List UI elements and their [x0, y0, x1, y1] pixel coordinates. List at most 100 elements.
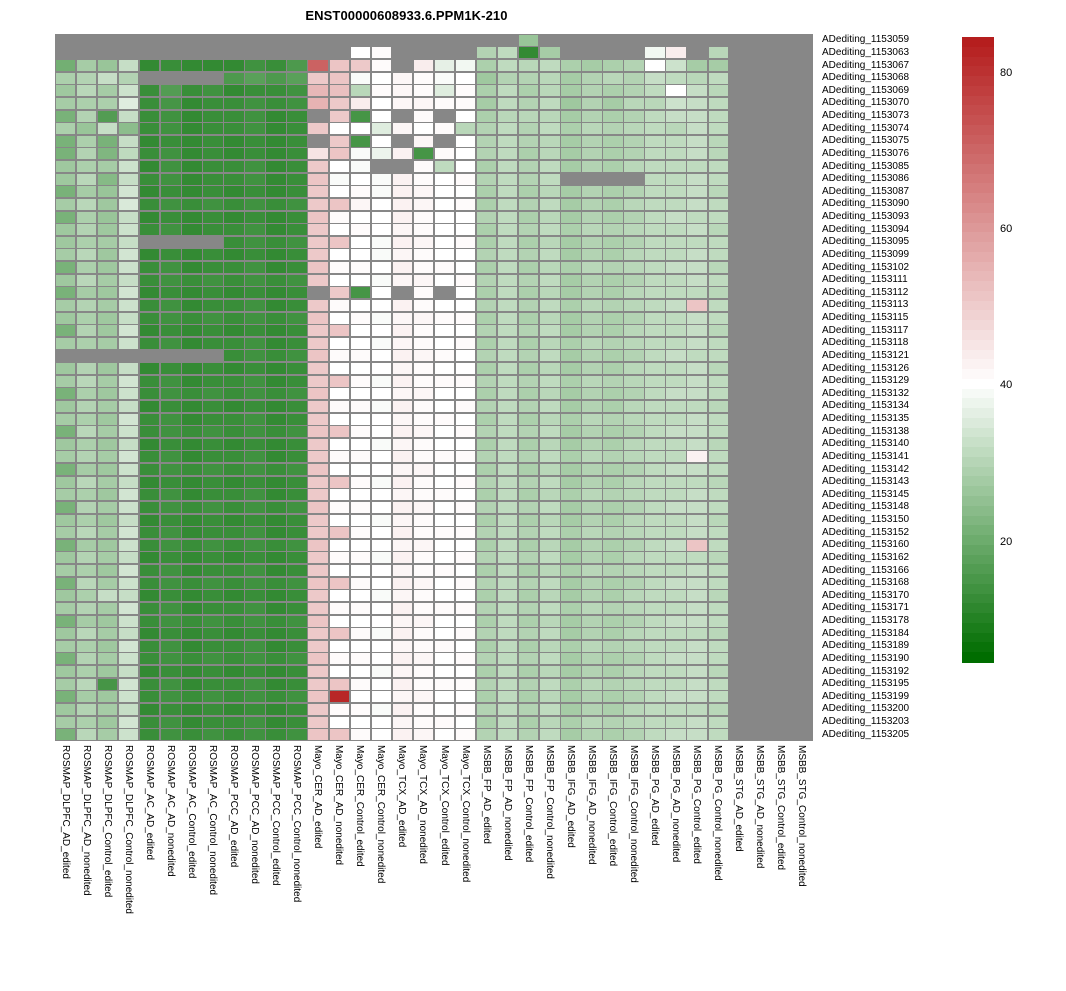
heatmap-cell — [308, 388, 328, 400]
row-label: ADediting_1153195 — [822, 678, 910, 690]
heatmap-cell — [687, 186, 707, 198]
heatmap-cell — [161, 34, 181, 46]
heatmap-cell — [455, 135, 476, 147]
legend-band — [962, 495, 994, 507]
heatmap-cell — [519, 716, 539, 728]
heatmap-cell — [413, 123, 434, 135]
heatmap-cell — [582, 703, 602, 715]
heatmap-cell — [771, 123, 792, 135]
heatmap-cell — [140, 400, 160, 412]
heatmap-cell — [308, 489, 328, 501]
heatmap-cell — [413, 729, 434, 741]
heatmap-cell — [729, 299, 750, 311]
heatmap-cell — [245, 173, 265, 185]
heatmap-cell — [771, 60, 792, 72]
heatmap-cell — [182, 577, 202, 589]
heatmap-cell — [582, 198, 602, 210]
heatmap-cell — [792, 60, 813, 72]
heatmap-cell — [561, 602, 581, 614]
heatmap-cell — [329, 60, 349, 72]
heatmap-cell — [182, 135, 202, 147]
heatmap-cell — [76, 198, 97, 210]
heatmap-cell — [561, 148, 581, 160]
heatmap-cell — [519, 388, 539, 400]
heatmap-cell — [140, 161, 160, 173]
heatmap-cell — [561, 287, 581, 299]
heatmap-cell — [55, 299, 76, 311]
heatmap-cell — [476, 653, 497, 665]
heatmap-cell — [455, 653, 476, 665]
heatmap-cell — [771, 135, 792, 147]
heatmap-cell — [561, 426, 581, 438]
heatmap-cell — [476, 539, 497, 551]
heatmap-cell — [203, 703, 223, 715]
heatmap-cell — [666, 464, 686, 476]
heatmap-cell — [771, 85, 792, 97]
heatmap-cell — [161, 312, 181, 324]
heatmap-cell — [624, 565, 644, 577]
heatmap-cell — [161, 186, 181, 198]
heatmap-cell — [645, 678, 665, 690]
heatmap-cell — [729, 400, 750, 412]
heatmap-cell — [750, 590, 771, 602]
heatmap-cell — [287, 85, 307, 97]
heatmap-cell — [497, 72, 518, 84]
heatmap-cell — [792, 47, 813, 59]
heatmap-cell — [750, 198, 771, 210]
heatmap-cell — [666, 577, 686, 589]
heatmap-cell — [434, 426, 455, 438]
heatmap-cell — [118, 274, 139, 286]
heatmap-cell — [371, 110, 392, 122]
heatmap-cell — [224, 262, 244, 274]
heatmap-cell — [329, 552, 349, 564]
heatmap-cell — [750, 60, 771, 72]
heatmap-cell — [182, 299, 202, 311]
heatmap-cell — [97, 123, 118, 135]
heatmap-cell — [55, 729, 76, 741]
heatmap-cell — [329, 135, 349, 147]
heatmap-cell — [624, 287, 644, 299]
heatmap-cell — [750, 565, 771, 577]
heatmap-cell — [792, 224, 813, 236]
heatmap-cell — [519, 653, 539, 665]
heatmap-cell — [329, 438, 349, 450]
heatmap-cell — [392, 186, 413, 198]
heatmap-cell — [497, 565, 518, 577]
heatmap-cell — [308, 186, 328, 198]
heatmap-cell — [624, 678, 644, 690]
heatmap-cell — [182, 426, 202, 438]
heatmap-cell — [413, 691, 434, 703]
heatmap-cell — [118, 451, 139, 463]
heatmap-cell — [455, 388, 476, 400]
heatmap-cell — [519, 489, 539, 501]
heatmap-cell — [76, 34, 97, 46]
heatmap-cell — [624, 97, 644, 109]
heatmap-cell — [203, 47, 223, 59]
heatmap-cell — [771, 729, 792, 741]
heatmap-cell — [771, 565, 792, 577]
heatmap-cell — [645, 224, 665, 236]
heatmap-cell — [476, 476, 497, 488]
heatmap-cell — [792, 489, 813, 501]
heatmap-cell — [771, 72, 792, 84]
heatmap-cell — [350, 72, 371, 84]
heatmap-cell — [329, 173, 349, 185]
heatmap-cell — [792, 501, 813, 513]
heatmap-cell — [476, 34, 497, 46]
heatmap-cell — [161, 501, 181, 513]
heatmap-cell — [582, 274, 602, 286]
column-label: ROSMAP_AC_AD_edited — [143, 745, 155, 861]
heatmap-cell — [750, 489, 771, 501]
heatmap-cell — [266, 198, 286, 210]
heatmap-cell — [329, 186, 349, 198]
heatmap-cell — [540, 173, 560, 185]
heatmap-cell — [476, 97, 497, 109]
heatmap-cell — [161, 173, 181, 185]
heatmap-cell — [182, 640, 202, 652]
heatmap-cell — [792, 388, 813, 400]
heatmap-cell — [582, 363, 602, 375]
heatmap-cell — [350, 135, 371, 147]
heatmap-cell — [287, 224, 307, 236]
heatmap-cell — [245, 640, 265, 652]
heatmap-cell — [455, 262, 476, 274]
